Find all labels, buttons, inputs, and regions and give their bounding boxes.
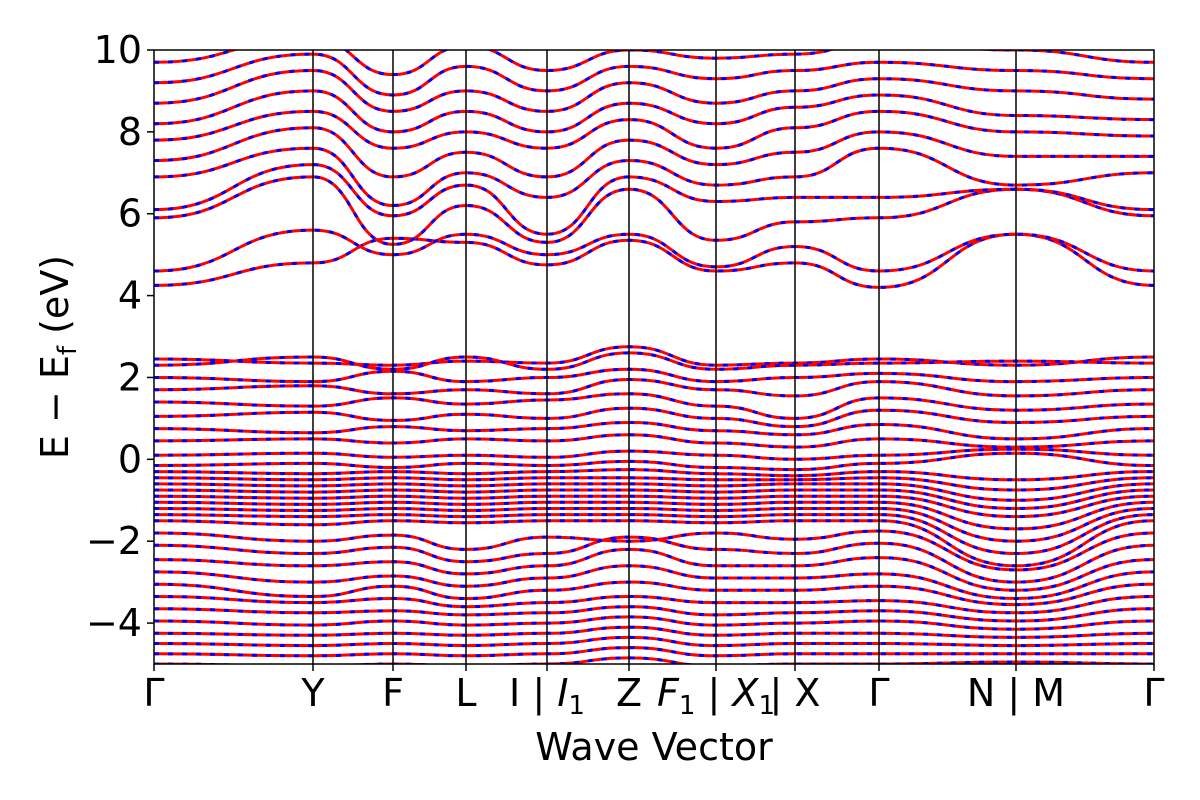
conduction-band-10-red (154, 52, 1154, 97)
conduction-band-5-blue (154, 146, 1154, 208)
valence-band-15-blue (154, 494, 1154, 519)
x-tick-label: L (455, 671, 476, 715)
conduction-band-2-blue (154, 228, 1154, 273)
y-tick-label: 4 (118, 274, 142, 318)
y-tick-label: 2 (118, 355, 142, 399)
valence-band-16-red (154, 500, 1154, 531)
y-tick-label: 6 (118, 192, 142, 236)
valence-band-14-red (154, 488, 1154, 511)
y-tick-label: 8 (118, 110, 142, 154)
kpoint-separators (312, 50, 1017, 664)
x-tick-label: N | M (967, 671, 1065, 716)
valence-band-21-blue (154, 535, 1154, 584)
conduction-band-10-blue (154, 52, 1154, 97)
valence-band-4-red (154, 377, 1154, 398)
conduction-band-1-blue (154, 232, 1154, 289)
x-tick-label: Γ (1143, 671, 1164, 715)
valence-band-5-red (154, 392, 1154, 420)
valence-band-9-blue (154, 447, 1154, 461)
y-axis-title: E − Ef (eV) (33, 255, 83, 459)
valence-band-27-blue (154, 615, 1154, 631)
valence-band-17-blue (154, 506, 1154, 543)
conduction-band-4-blue (154, 163, 1154, 236)
x-tick-label: Γ (868, 671, 889, 715)
valence-band-30-red (154, 646, 1154, 658)
valence-band-31-red (154, 656, 1154, 664)
valence-band-13-blue (154, 482, 1154, 502)
x-tick-label: F1 | X1 (657, 671, 775, 721)
x-tick-label: Z (616, 671, 642, 715)
valence-band-7-red (154, 420, 1154, 441)
valence-band-26-red (154, 605, 1154, 623)
valence-band-11-blue (154, 468, 1154, 482)
conduction-band-1-red (154, 232, 1154, 289)
valence-band-5-blue (154, 392, 1154, 420)
valence-band-30-blue (154, 646, 1154, 658)
valence-band-22-blue (154, 547, 1154, 592)
conduction-band-7-blue (154, 109, 1154, 150)
y-axis-title-main: E − E (33, 355, 77, 459)
x-tick-label: Y (300, 671, 325, 715)
valence-band-6-blue (154, 406, 1154, 429)
y-tick-label: −2 (86, 519, 142, 563)
valence-band-18-blue (154, 513, 1154, 556)
valence-band-29-blue (154, 635, 1154, 648)
x-tick-label: | X (770, 671, 821, 716)
x-axis: Γ Y F L I | I1 Z F1 | X1 | X Γ N | M Γ (143, 664, 1165, 721)
y-tick-label: 10 (94, 28, 142, 72)
conduction-band-3-blue (154, 175, 1154, 246)
plot-frame (153, 49, 1155, 665)
conduction-band-6-red (154, 126, 1154, 179)
valence-band-19-red (154, 519, 1154, 568)
band-lines (154, 50, 1154, 664)
y-axis-title-unit: (eV) (33, 255, 77, 346)
x-tick-label: F (382, 671, 404, 715)
valence-band-20-red (154, 529, 1154, 572)
valence-band-8-red (154, 433, 1154, 449)
valence-band-10-red (154, 451, 1154, 472)
x-axis-title: Wave Vector (535, 725, 773, 769)
x-tick-label: Γ (143, 671, 164, 715)
conduction-band-6-blue (154, 126, 1154, 179)
y-axis-title-subscript: f (53, 345, 83, 355)
x-tick-label: I | I1 (509, 671, 585, 721)
y-tick-label: 0 (118, 437, 142, 481)
valence-band-12-blue (154, 476, 1154, 492)
valence-band-21-red (154, 535, 1154, 584)
y-tick-label: −4 (86, 601, 142, 645)
y-axis: 10 8 6 4 2 0 −2 −4 (86, 28, 154, 645)
conduction-band-4-red (154, 163, 1154, 236)
valence-band-28-blue (154, 625, 1154, 639)
valence-band-2-blue (154, 351, 1154, 371)
